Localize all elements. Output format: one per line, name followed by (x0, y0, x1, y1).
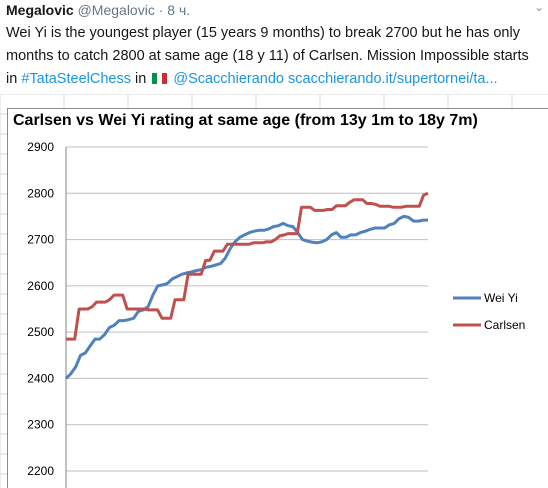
tweet-text-word: in (134, 71, 147, 87)
author-handle[interactable]: @Megalovic (77, 2, 155, 18)
author-name[interactable]: Megalovic (6, 2, 74, 18)
chart-gridlines (66, 146, 428, 472)
chart-legend: Wei Yi Carlsen (453, 291, 525, 332)
y-tick-label: 2200 (27, 464, 54, 478)
italy-flag-icon (152, 69, 168, 84)
flag-stripe (162, 73, 168, 84)
tweet-text-line: in #TataSteelChess in @Scacchierando sca… (6, 68, 548, 91)
line-chart: 2200 2300 2400 2500 2600 2700 2800 2900 Wei Yi Ca… (27, 140, 525, 488)
mention-link[interactable]: @Scacchierando (173, 71, 284, 87)
tweet-text-word: in (6, 71, 18, 87)
legend-label: Wei Yi (484, 291, 518, 305)
y-tick-label: 2800 (27, 186, 54, 200)
chart-area: Carlsen vs Wei Yi rating at same age (fr… (7, 108, 548, 488)
tweet-header: Megalovic @Megalovic · 8 ч. (6, 2, 190, 18)
flag-stripe (152, 73, 158, 84)
tweet-timestamp[interactable]: 8 ч. (167, 2, 191, 18)
y-tick-label: 2700 (27, 233, 54, 247)
chart-title: Carlsen vs Wei Yi rating at same age (fr… (13, 112, 478, 129)
url-link[interactable]: scacchierando.it/supertornei/ta... (288, 71, 498, 87)
tweet-text: Wei Yi is the youngest player (15 years … (6, 22, 548, 91)
y-tick-label: 2900 (27, 140, 54, 154)
series-line-carlsen (66, 191, 429, 341)
timestamp-separator: · (158, 2, 164, 18)
hashtag-link[interactable]: #TataSteelChess (21, 71, 131, 87)
series-line-wei-yi (64, 214, 428, 380)
chevron-down-icon[interactable]: ⌄ (533, 0, 544, 14)
flag-stripe (157, 73, 163, 84)
y-tick-label: 2400 (27, 371, 54, 385)
tweet-text-line: months to catch 2800 at same age (18 y 1… (6, 48, 529, 64)
series-lines (64, 191, 429, 380)
y-tick-label: 2300 (27, 418, 54, 432)
attached-image[interactable]: Carlsen vs Wei Yi rating at same age (fr… (0, 94, 548, 488)
tweet-text-line: Wei Yi is the youngest player (15 years … (6, 25, 520, 41)
y-tick-label: 2500 (27, 325, 54, 339)
legend-label: Carlsen (484, 318, 525, 332)
y-tick-label: 2600 (27, 279, 54, 293)
